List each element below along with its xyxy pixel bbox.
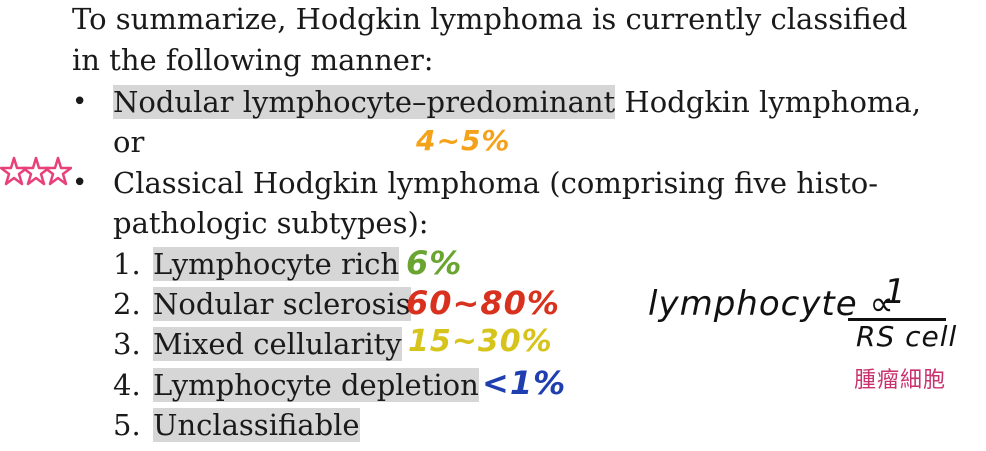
bullet-classical-line-1: Classical Hodgkin lymphoma (comprising f… [113, 166, 878, 200]
subtype-item: 3. Mixed cellularity [113, 325, 402, 363]
annotation-sclerosis-percent: 60~80% [406, 284, 560, 322]
star-doodle-icon [0, 156, 72, 186]
subtype-item: 5. Unclassifiable [113, 406, 360, 444]
annotation-rich-percent: 6% [406, 244, 463, 282]
nodular-rest: Hodgkin lymphoma, [615, 85, 921, 119]
fraction-bar [848, 318, 946, 321]
subtype-number: 1. [113, 247, 141, 281]
intro-line-2: in the following manner: [72, 43, 434, 77]
subtype-item: 2. Nodular sclerosis [113, 285, 411, 323]
subtype-label: Nodular sclerosis [153, 287, 411, 321]
formula-numerator: 1 [884, 272, 907, 312]
bullet-classical-line-2: pathologic subtypes): [113, 206, 429, 240]
bullet-nodular-cont: or [113, 125, 145, 159]
subtype-label: Unclassifiable [153, 408, 360, 442]
bullet-marker: • [72, 87, 88, 117]
formula-denominator: RS cell [856, 320, 958, 353]
annotation-depletion-percent: <1% [482, 364, 567, 402]
intro-line-1: To summarize, Hodgkin lymphoma is curren… [72, 2, 908, 36]
subtype-number: 5. [113, 408, 141, 442]
annotation-mixed-percent: 15~30% [408, 324, 553, 359]
subtype-item: 1. Lymphocyte rich [113, 245, 400, 283]
subtype-number: 4. [113, 368, 141, 402]
subtype-number: 3. [113, 327, 141, 361]
annotation-nodular-percent: 4~5% [416, 124, 511, 157]
subtype-label: Lymphocyte rich [153, 247, 400, 281]
formula-lhs: lymphocyte ∝ [648, 284, 895, 324]
bullet-nodular-line: Nodular lymphocyte–predominant Hodgkin l… [113, 83, 921, 121]
highlight-nodular: Nodular lymphocyte–predominant [113, 85, 616, 119]
subtype-label: Lymphocyte depletion [153, 368, 479, 402]
subtype-number: 2. [113, 287, 141, 321]
subtype-label: Mixed cellularity [153, 327, 402, 361]
subtype-item: 4. Lymphocyte depletion [113, 366, 479, 404]
formula-note: 腫瘤細胞 [854, 368, 947, 393]
bullet-marker: • [72, 168, 88, 198]
